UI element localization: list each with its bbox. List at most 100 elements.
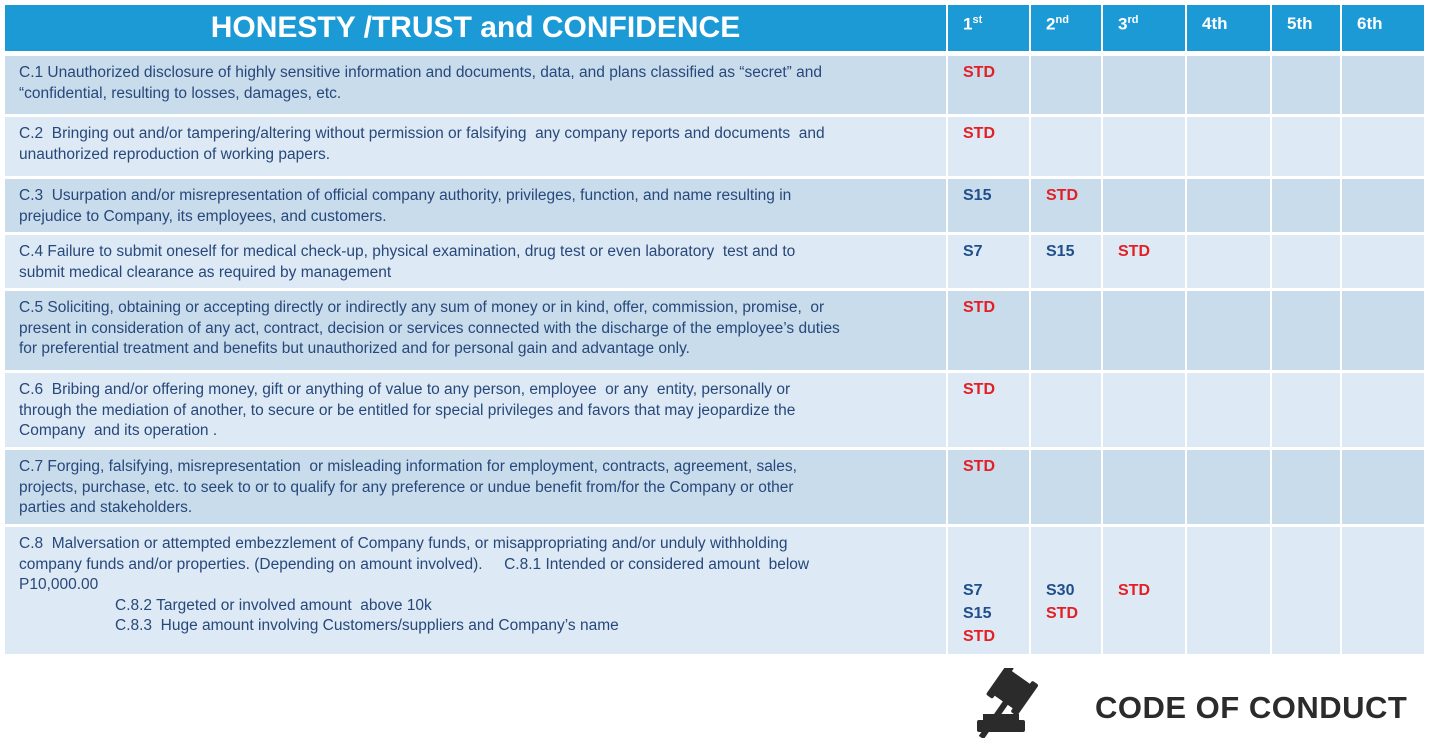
penalty-entry: STD bbox=[1046, 187, 1078, 204]
penalty-cell bbox=[1103, 450, 1185, 524]
penalty-cell bbox=[1342, 450, 1424, 524]
penalty-entry: STD bbox=[963, 125, 995, 142]
description-line: C.1 Unauthorized disclosure of highly se… bbox=[19, 64, 822, 81]
header-label: 2 bbox=[1046, 14, 1056, 34]
description-line: parties and stakeholders. bbox=[19, 499, 193, 516]
description-cell: C.3 Usurpation and/or misrepresentation … bbox=[5, 179, 946, 232]
penalty-entry: STD bbox=[963, 64, 995, 81]
description-line: C.8 Malversation or attempted embezzleme… bbox=[19, 535, 788, 552]
header-cell: 2nd bbox=[1031, 5, 1101, 51]
penalty-cell bbox=[1272, 117, 1340, 176]
header-cell: 3rd bbox=[1103, 5, 1185, 51]
penalty-cell bbox=[1342, 527, 1424, 654]
description-line: C.6 Bribing and/or offering money, gift … bbox=[19, 381, 791, 398]
description-line: Company and its operation . bbox=[19, 422, 218, 439]
description-cell: C.5 Soliciting, obtaining or accepting d… bbox=[5, 291, 946, 370]
description-cell: C.6 Bribing and/or offering money, gift … bbox=[5, 373, 946, 447]
description-line: C.3 Usurpation and/or misrepresentation … bbox=[19, 187, 792, 204]
penalty-cell bbox=[1272, 450, 1340, 524]
header-label: 4th bbox=[1202, 14, 1228, 33]
penalty-entry: S15 bbox=[963, 605, 992, 622]
description-line: projects, purchase, etc. to seek to or t… bbox=[19, 478, 794, 496]
penalty-cell bbox=[1342, 117, 1424, 176]
header-title: HONESTY /TRUST and CONFIDENCE bbox=[5, 5, 946, 51]
penalty-cell bbox=[1342, 235, 1424, 288]
header-label: 1 bbox=[963, 14, 973, 34]
logo: CODE OF CONDUCT bbox=[975, 668, 1415, 738]
penalty-cell bbox=[1187, 450, 1270, 524]
penalty-cell bbox=[1187, 56, 1270, 114]
header-sup: rd bbox=[1127, 14, 1139, 26]
penalty-entry: STD bbox=[963, 628, 995, 645]
penalty-cell bbox=[1031, 291, 1101, 370]
penalty-entry: STD bbox=[963, 299, 995, 316]
penalty-entry: STD bbox=[1046, 605, 1078, 622]
penalty-cell bbox=[1103, 373, 1185, 447]
penalty-cell bbox=[1342, 179, 1424, 232]
description-line: prejudice to Company, its employees, and… bbox=[19, 207, 387, 225]
description-line: “confidential, resulting to losses, dama… bbox=[19, 84, 342, 102]
penalty-cell bbox=[1272, 373, 1340, 447]
penalty-cell bbox=[1103, 179, 1185, 232]
penalty-cell bbox=[1031, 450, 1101, 524]
penalty-entry: S7 bbox=[963, 243, 983, 260]
penalty-cell bbox=[1342, 373, 1424, 447]
penalty-cell bbox=[1187, 527, 1270, 654]
penalty-cell bbox=[1272, 291, 1340, 370]
penalty-cell: S15 bbox=[948, 179, 1029, 232]
penalty-cell: STD bbox=[948, 450, 1029, 524]
header-label: 3 bbox=[1118, 14, 1128, 34]
header-cell: 4th bbox=[1187, 5, 1270, 51]
penalty-cell bbox=[1103, 291, 1185, 370]
penalty-cell: S30 STD bbox=[1031, 527, 1101, 654]
penalty-entry: S7 bbox=[963, 582, 983, 599]
description-cell: C.4 Failure to submit oneself for medica… bbox=[5, 235, 946, 288]
penalty-entry: S15 bbox=[963, 187, 992, 204]
header-sup: nd bbox=[1055, 14, 1069, 26]
description-line: for preferential treatment and benefits … bbox=[19, 340, 690, 357]
description-line: C.2 Bringing out and/or tampering/alteri… bbox=[19, 125, 825, 142]
sub-line: C.8.2 Targeted or involved amount above … bbox=[115, 596, 432, 614]
penalty-cell bbox=[1031, 373, 1101, 447]
penalty-cell bbox=[1103, 56, 1185, 114]
penalty-cell: STD bbox=[948, 373, 1029, 447]
penalty-cell bbox=[1187, 373, 1270, 447]
description-line: unauthorized reproduction of working pap… bbox=[19, 145, 331, 163]
penalty-cell: STD bbox=[948, 291, 1029, 370]
penalty-cell bbox=[1272, 527, 1340, 654]
penalty-entry: S30 bbox=[1046, 582, 1075, 599]
description-line: C.4 Failure to submit oneself for medica… bbox=[19, 243, 796, 260]
header-cell: 5th bbox=[1272, 5, 1340, 51]
sub-line: C.8.3 Huge amount involving Customers/su… bbox=[115, 617, 619, 634]
gavel-icon bbox=[977, 668, 1038, 738]
penalty-cell bbox=[1187, 179, 1270, 232]
penalty-cell: S7 bbox=[948, 235, 1029, 288]
description-line: C.5 Soliciting, obtaining or accepting d… bbox=[19, 299, 825, 316]
penalty-cell bbox=[1187, 235, 1270, 288]
penalty-cell: S15 bbox=[1031, 235, 1101, 288]
penalty-cell: S7 S15 STD bbox=[948, 527, 1029, 654]
penalty-cell: STD bbox=[1103, 235, 1185, 288]
header-sup: st bbox=[972, 14, 983, 26]
penalty-cell bbox=[1103, 117, 1185, 176]
penalty-cell bbox=[1187, 291, 1270, 370]
penalty-cell: STD bbox=[1103, 527, 1185, 654]
description-line: company funds and/or properties. (Depend… bbox=[19, 555, 810, 573]
description-line: through the mediation of another, to sec… bbox=[19, 401, 796, 419]
penalty-cell bbox=[1272, 235, 1340, 288]
penalty-cell bbox=[1031, 117, 1101, 176]
description-line: submit medical clearance as required by … bbox=[19, 263, 392, 281]
penalty-cell bbox=[1272, 56, 1340, 114]
description-cell: C.8 Malversation or attempted embezzleme… bbox=[5, 527, 946, 654]
description-cell: C.1 Unauthorized disclosure of highly se… bbox=[5, 56, 946, 114]
description-line: C.7 Forging, falsifying, misrepresentati… bbox=[19, 458, 797, 475]
penalty-cell bbox=[1272, 179, 1340, 232]
penalty-entry: STD bbox=[1118, 243, 1150, 260]
penalty-entry: STD bbox=[963, 381, 995, 398]
header-label: 5th bbox=[1287, 14, 1313, 33]
description-line: present in consideration of any act, con… bbox=[19, 319, 840, 337]
description-line: P10,000.00 bbox=[19, 576, 99, 593]
penalty-cell bbox=[1342, 56, 1424, 114]
penalty-cell bbox=[1031, 56, 1101, 114]
